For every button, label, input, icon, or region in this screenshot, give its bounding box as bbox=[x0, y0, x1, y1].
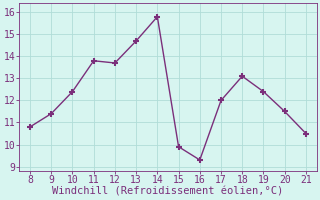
X-axis label: Windchill (Refroidissement éolien,°C): Windchill (Refroidissement éolien,°C) bbox=[52, 187, 284, 197]
